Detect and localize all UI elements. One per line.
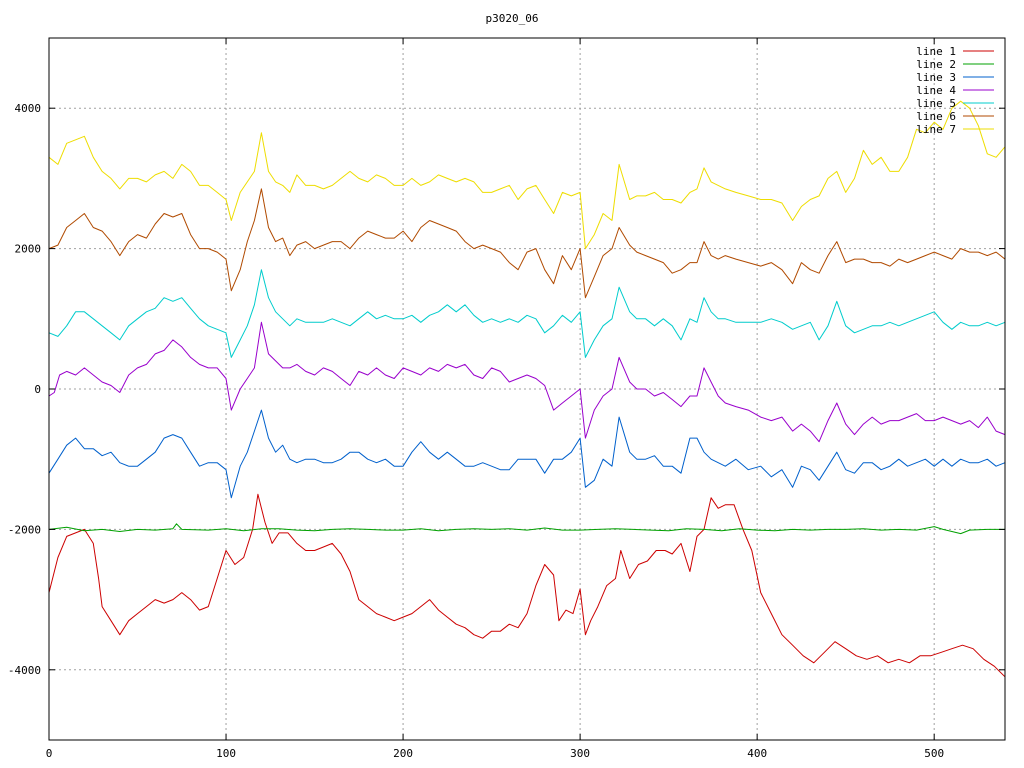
legend-label: line 6 — [916, 110, 956, 123]
y-tick-label: 0 — [34, 383, 41, 396]
x-tick-label: 100 — [216, 747, 236, 760]
y-tick-label: -2000 — [8, 523, 41, 536]
y-tick-label: 4000 — [15, 102, 42, 115]
y-tick-label: 2000 — [15, 243, 42, 256]
x-tick-label: 200 — [393, 747, 413, 760]
series-line-1 — [48, 493, 1006, 678]
legend-label: line 7 — [916, 123, 956, 136]
series-line-3 — [48, 409, 1006, 499]
x-tick-label: 0 — [46, 747, 53, 760]
series-line-7 — [48, 100, 1006, 250]
axes: 0 100 200 300 400 500 -4000 -2000 0 2000 4000 — [8, 37, 1006, 760]
y-tick-label: -4000 — [8, 664, 41, 677]
x-tick-label: 400 — [747, 747, 767, 760]
series-line-5 — [48, 269, 1006, 358]
x-tick-label: 500 — [924, 747, 944, 760]
series-line-4 — [48, 321, 1006, 443]
series-line-2 — [48, 523, 1005, 535]
chart-title: p3020_06 — [486, 12, 539, 25]
legend-label: line 1 — [916, 45, 956, 58]
series-line-6 — [48, 188, 1006, 299]
plot-area — [48, 100, 1006, 678]
grid — [49, 38, 1005, 740]
legend-label: line 2 — [916, 58, 956, 71]
plot-frame — [48, 37, 1006, 741]
legend-label: line 5 — [916, 97, 956, 110]
legend-label: line 3 — [916, 71, 956, 84]
x-tick-label: 300 — [570, 747, 590, 760]
legend-label: line 4 — [916, 84, 956, 97]
